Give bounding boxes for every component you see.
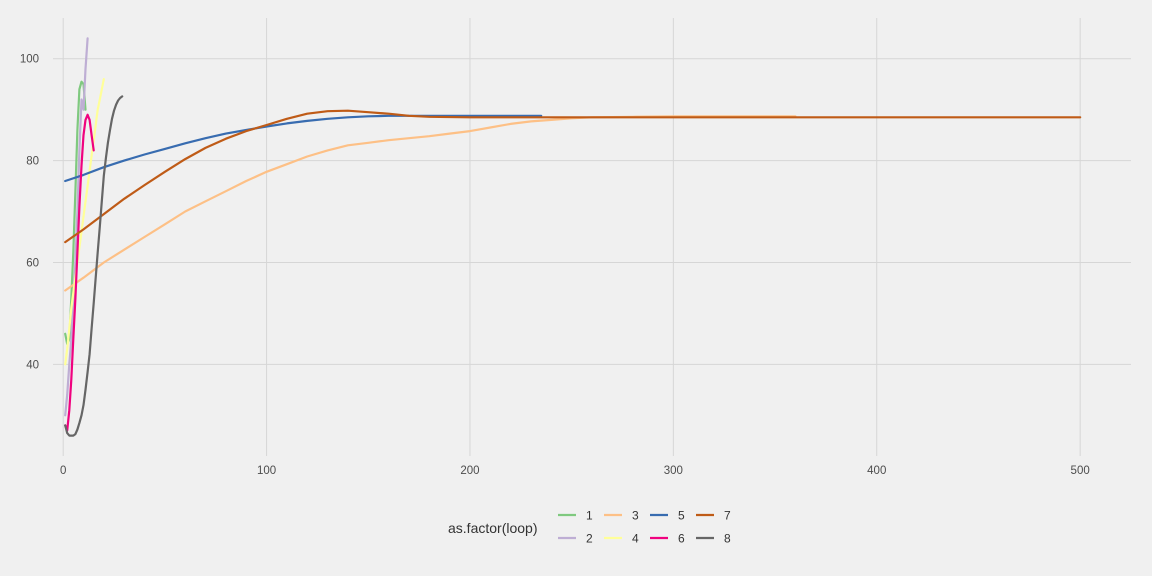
grid-layer [53, 18, 1131, 456]
legend: as.factor(loop) 1 2 3 4 5 6 7 8 [448, 509, 731, 546]
legend-label-5: 5 [678, 509, 685, 523]
legend-title: as.factor(loop) [448, 520, 537, 536]
x-tick-label: 100 [257, 465, 276, 477]
series-line-3 [64, 115, 797, 292]
series-line-6 [64, 113, 95, 432]
y-tick-label: 60 [26, 257, 39, 269]
y-tick-label: 80 [26, 156, 39, 168]
series-line-5 [64, 114, 543, 183]
x-tick-label: 300 [664, 465, 683, 477]
x-tick-label: 0 [60, 465, 66, 477]
y-tick-label: 40 [26, 359, 39, 371]
legend-label-7: 7 [724, 509, 731, 523]
y-tick-label: 100 [20, 54, 39, 66]
series-line-7 [64, 109, 1082, 244]
axis-labels: 0 100 200 300 400 500 40 60 80 100 [20, 54, 1090, 477]
legend-label-8: 8 [724, 532, 731, 546]
x-tick-label: 200 [460, 465, 479, 477]
series-line-2 [64, 37, 89, 417]
series-line-8 [64, 95, 124, 437]
series-layer [64, 37, 1082, 437]
x-tick-label: 500 [1071, 465, 1090, 477]
series-line-4 [64, 77, 105, 366]
legend-label-1: 1 [586, 509, 593, 523]
legend-label-4: 4 [632, 532, 639, 546]
x-tick-label: 400 [867, 465, 886, 477]
legend-label-6: 6 [678, 532, 685, 546]
legend-label-3: 3 [632, 509, 639, 523]
legend-label-2: 2 [586, 532, 593, 546]
